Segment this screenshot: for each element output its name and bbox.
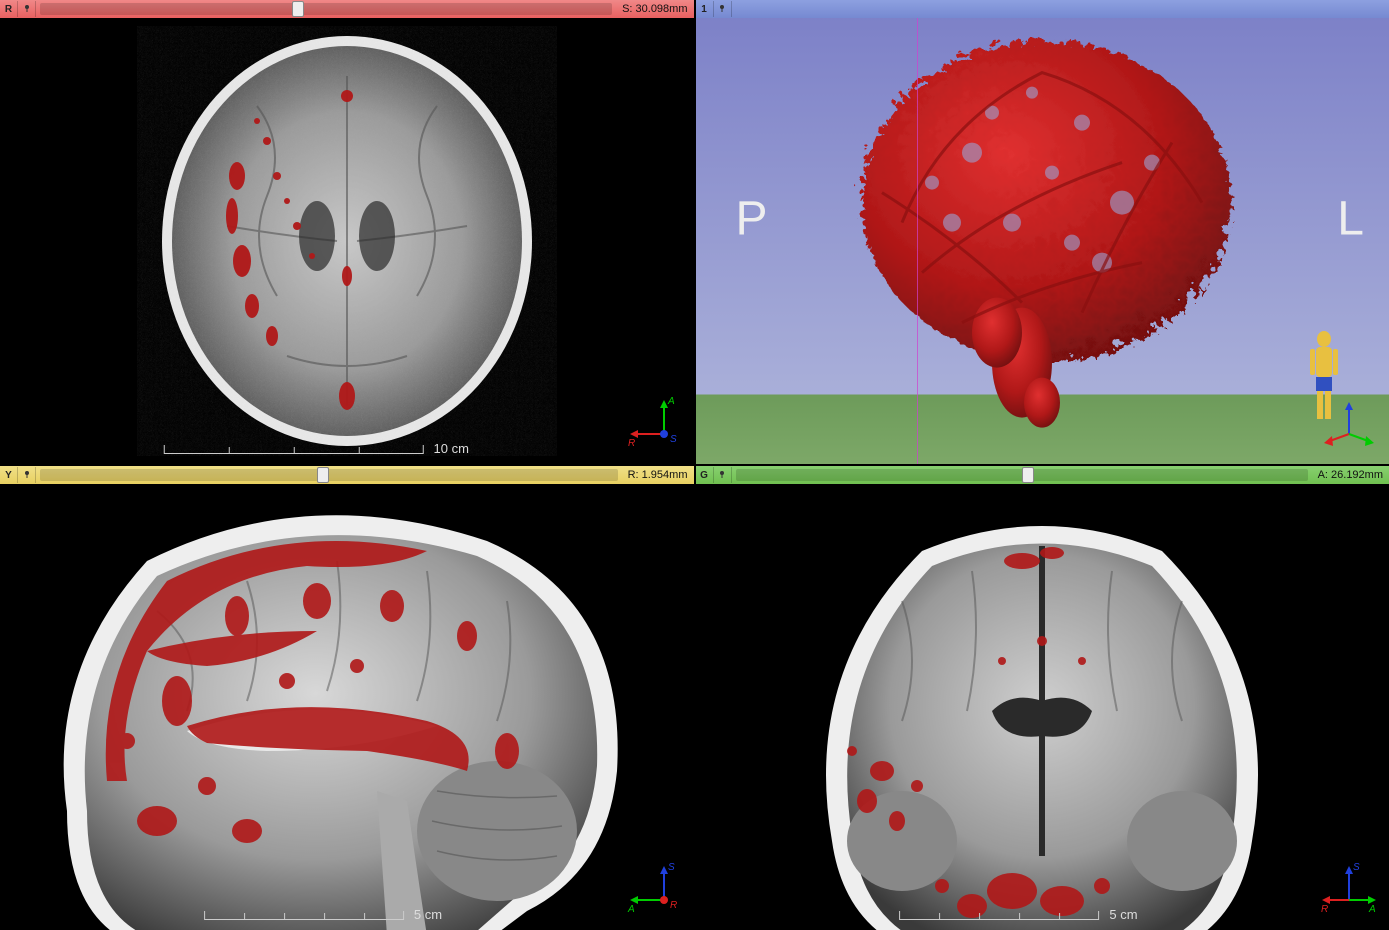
- sagittal-slice-image: [7, 491, 687, 930]
- coronal-axes-widget: S R A: [1319, 860, 1379, 920]
- 3d-toolbar: 1: [696, 0, 1389, 18]
- coronal-toolbar: G A: 26.192mm: [696, 466, 1389, 484]
- axial-toolbar: R S: 30.098mm: [0, 0, 694, 18]
- vasculature-model: [822, 23, 1262, 443]
- axial-slice-slider[interactable]: [40, 3, 612, 15]
- axial-orientation-button[interactable]: R: [0, 1, 18, 17]
- sagittal-scalebar: 5 cm: [204, 907, 442, 922]
- coronal-slice-slider[interactable]: [736, 469, 1308, 481]
- svg-text:S: S: [670, 434, 677, 445]
- sagittal-readout: R: 1.954mm: [622, 469, 694, 481]
- coronal-readout: A: 26.192mm: [1312, 469, 1389, 481]
- coronal-viewport[interactable]: 5 cm S R A: [696, 484, 1389, 930]
- axial-axes-widget: A R S: [624, 394, 684, 454]
- coronal-slice-image: [742, 491, 1342, 930]
- 3d-view-button[interactable]: 1: [696, 1, 714, 17]
- coronal-scalebar: 5 cm: [899, 907, 1137, 922]
- sagittal-toolbar: Y R: 1.954mm: [0, 466, 694, 484]
- svg-text:S: S: [1353, 862, 1360, 873]
- coronal-pin-icon[interactable]: [714, 467, 732, 483]
- axial-pin-icon[interactable]: [18, 1, 36, 17]
- 3d-viewport[interactable]: P L: [696, 18, 1389, 464]
- viewer-grid: R S: 30.098mm: [0, 0, 1389, 930]
- orientation-label-L: L: [1337, 191, 1364, 246]
- axial-viewport[interactable]: 10 cm A R S: [0, 18, 694, 464]
- axial-panel: R S: 30.098mm: [0, 0, 694, 464]
- sagittal-panel: Y R: 1.954mm: [0, 466, 694, 930]
- svg-text:A: A: [1368, 904, 1376, 915]
- 3d-panel: 1 P L: [696, 0, 1389, 464]
- svg-text:S: S: [668, 862, 675, 873]
- 3d-pin-icon[interactable]: [714, 1, 732, 17]
- orientation-label-P: P: [736, 191, 768, 246]
- axial-readout: S: 30.098mm: [616, 3, 693, 15]
- 3d-crosshair: [917, 18, 918, 464]
- svg-text:R: R: [1321, 904, 1328, 915]
- axial-scalebar-label: 10 cm: [434, 441, 469, 456]
- axial-scalebar: 10 cm: [164, 441, 469, 456]
- svg-text:A: A: [667, 396, 675, 407]
- svg-text:R: R: [670, 900, 677, 911]
- axial-slice-image: [137, 26, 557, 456]
- axial-slider-thumb[interactable]: [292, 1, 304, 17]
- sagittal-viewport[interactable]: 5 cm S A R: [0, 484, 694, 930]
- coronal-orientation-button[interactable]: G: [696, 467, 714, 483]
- sagittal-slice-slider[interactable]: [40, 469, 618, 481]
- sagittal-pin-icon[interactable]: [18, 467, 36, 483]
- sagittal-scalebar-label: 5 cm: [414, 907, 442, 922]
- coronal-slider-thumb[interactable]: [1022, 467, 1034, 483]
- sagittal-orientation-button[interactable]: Y: [0, 467, 18, 483]
- sagittal-slider-thumb[interactable]: [317, 467, 329, 483]
- sagittal-axes-widget: S A R: [624, 860, 684, 920]
- svg-text:R: R: [628, 438, 635, 449]
- coronal-scalebar-label: 5 cm: [1109, 907, 1137, 922]
- svg-text:A: A: [627, 904, 635, 915]
- coronal-panel: G A: 26.192mm: [696, 466, 1389, 930]
- 3d-axes-widget: [1319, 394, 1379, 454]
